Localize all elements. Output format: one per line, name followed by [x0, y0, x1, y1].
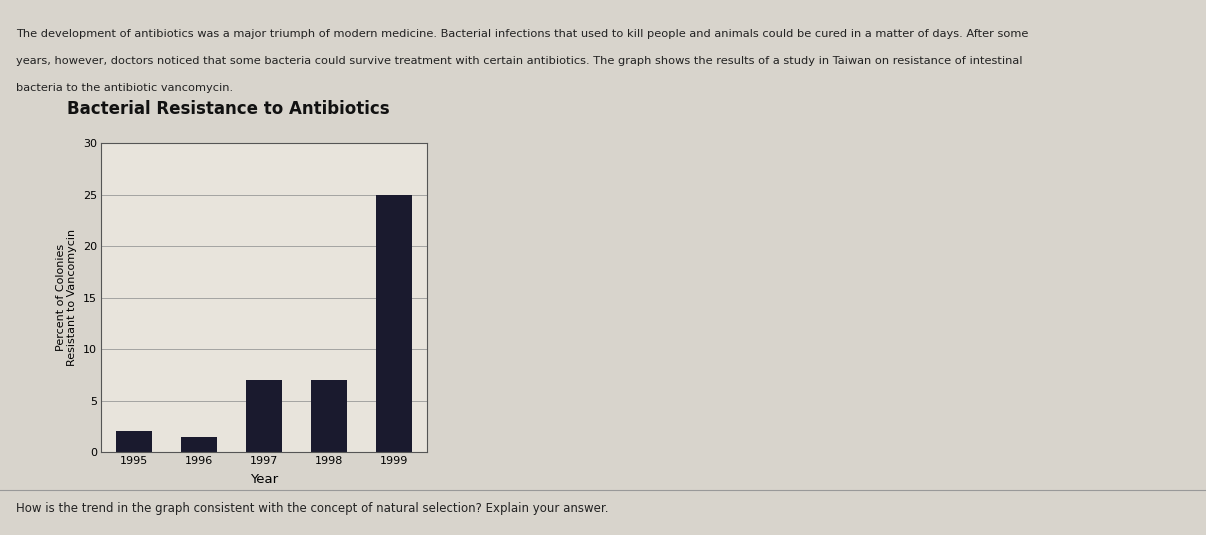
Bar [181, 437, 217, 452]
Text: bacteria to the antibiotic vancomycin.: bacteria to the antibiotic vancomycin. [16, 83, 233, 93]
Bar [116, 432, 152, 452]
Bar [376, 195, 412, 452]
Text: The development of antibiotics was a major triumph of modern medicine. Bacterial: The development of antibiotics was a maj… [16, 29, 1028, 40]
Text: years, however, doctors noticed that some bacteria could survive treatment with : years, however, doctors noticed that som… [16, 56, 1023, 66]
X-axis label: Year: Year [250, 473, 279, 486]
Y-axis label: Percent of Colonies
Resistant to Vancomycin: Percent of Colonies Resistant to Vancomy… [55, 229, 77, 366]
Bar [311, 380, 347, 452]
Bar [246, 380, 282, 452]
Text: Bacterial Resistance to Antibiotics: Bacterial Resistance to Antibiotics [68, 100, 390, 118]
Text: How is the trend in the graph consistent with the concept of natural selection? : How is the trend in the graph consistent… [16, 502, 608, 515]
